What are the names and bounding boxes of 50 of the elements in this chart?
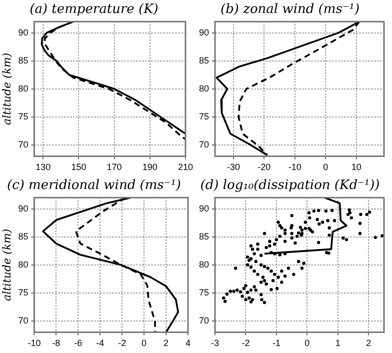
- y-tick-label: 80: [198, 83, 210, 94]
- x-tick-label: 210: [178, 162, 194, 172]
- y-tick-label: 85: [198, 231, 210, 242]
- x-tick-label: -2: [242, 338, 250, 348]
- chart-title: (b) zonal wind (ms⁻¹): [220, 2, 360, 18]
- y-tick-label: 80: [18, 83, 28, 94]
- y-tick-label: 75: [198, 287, 210, 298]
- y-tick-label: 90: [198, 27, 210, 38]
- x-tick-label: 130: [36, 162, 51, 172]
- chart-title: (a) temperature (K): [30, 2, 158, 18]
- y-tick-label: 70: [18, 315, 28, 326]
- x-tick-label: -2: [118, 338, 126, 348]
- chart-title: (d) log₁₀(dissipation (Kd⁻¹)): [200, 178, 380, 194]
- x-tick-label: 2: [164, 338, 169, 348]
- y-tick-label: 75: [18, 287, 28, 298]
- y-tick-label: 75: [198, 111, 210, 122]
- x-tick-label: -8: [52, 338, 60, 348]
- x-tick-label: 0: [304, 338, 310, 348]
- y-axis-title: altitude (km): [0, 228, 14, 302]
- x-tick-label: 10: [351, 162, 362, 172]
- y-axis-title: altitude (km): [0, 52, 14, 126]
- x-tick-label: -10: [288, 162, 302, 172]
- y-tick-label: 75: [18, 111, 28, 122]
- y-tick-label: 85: [18, 55, 28, 66]
- x-tick-label: 190: [142, 162, 158, 172]
- x-tick-label: -10: [28, 338, 41, 348]
- x-tick-label: 0: [142, 338, 147, 348]
- x-tick-label: 4: [185, 338, 191, 348]
- chart-title: (c) meridional wind (ms⁻¹): [7, 178, 181, 194]
- x-tick-label: -3: [211, 338, 220, 348]
- y-tick-label: 70: [198, 139, 210, 150]
- x-tick-label: -1: [272, 338, 280, 348]
- y-tick-label: 80: [198, 259, 210, 270]
- y-tick-label: 90: [18, 27, 28, 38]
- x-tick-label: -6: [74, 338, 82, 348]
- x-tick-label: 1: [335, 338, 340, 348]
- x-tick-label: 150: [71, 162, 86, 172]
- y-tick-label: 80: [18, 259, 28, 270]
- x-tick-label: 0: [323, 162, 328, 172]
- x-tick-label: 2: [366, 338, 372, 348]
- x-tick-label: -30: [226, 162, 240, 172]
- x-tick-label: 170: [106, 162, 122, 172]
- y-tick-label: 85: [18, 231, 28, 242]
- y-tick-label: 85: [198, 55, 210, 66]
- y-tick-label: 90: [18, 203, 28, 214]
- x-tick-label: -4: [96, 338, 104, 348]
- y-tick-label: 70: [198, 315, 210, 326]
- y-tick-label: 70: [18, 139, 28, 150]
- y-tick-label: 90: [198, 203, 210, 214]
- x-tick-label: -20: [258, 162, 271, 172]
